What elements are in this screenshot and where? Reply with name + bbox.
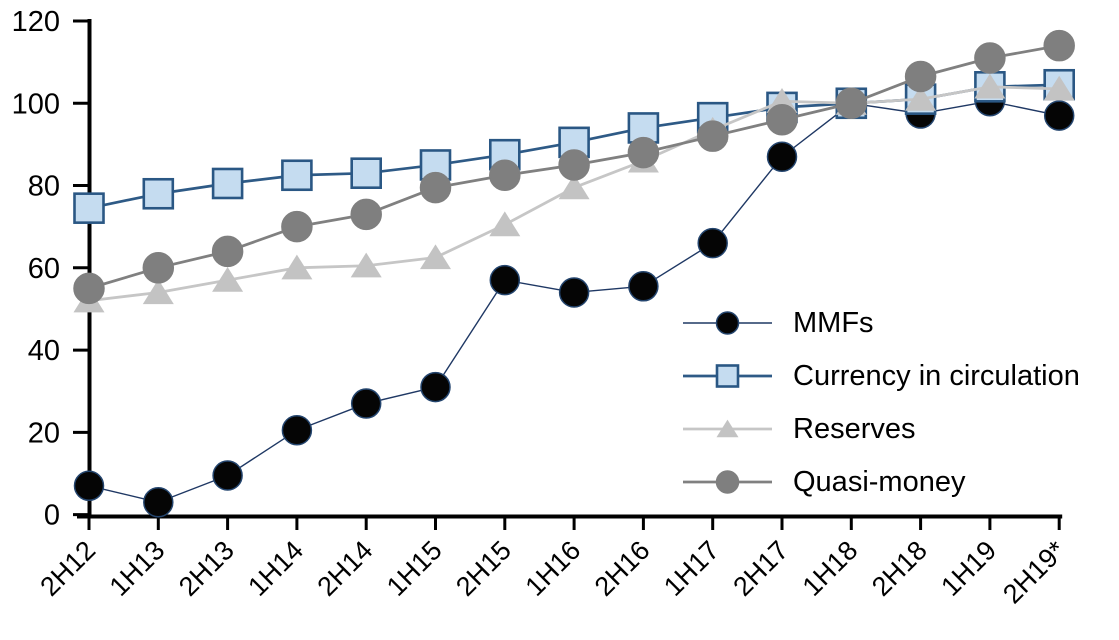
series-currency-in-circulation-marker xyxy=(281,159,313,192)
x-tick-label: 2H16 xyxy=(589,535,656,602)
y-tick-label: 80 xyxy=(28,171,60,203)
x-tick-label: 2H15 xyxy=(450,535,517,602)
reserves-legend-marker-icon xyxy=(683,419,772,438)
series-reserves-marker xyxy=(281,254,313,280)
series-mmfs-marker xyxy=(628,271,659,302)
series-quasi-money-marker xyxy=(281,210,313,243)
series-mmfs-marker xyxy=(766,141,798,172)
legend-label-currency-in-circulation: Currency in circulation xyxy=(793,359,1080,392)
legend-marker-reserves xyxy=(716,419,739,438)
y-tick-label: 60 xyxy=(28,253,60,285)
series-quasi-money-marker xyxy=(142,252,175,284)
series-quasi-money-marker xyxy=(350,198,382,231)
series-reserves-marker xyxy=(558,174,590,200)
x-tick-label: 2H14 xyxy=(312,535,379,602)
series-currency-in-circulation-marker xyxy=(73,192,105,224)
legend-item-mmfs: MMFs xyxy=(682,301,1080,345)
series-currency-in-circulation-marker xyxy=(350,157,383,189)
x-tick-label: 1H18 xyxy=(797,535,864,602)
series-quasi-money-marker xyxy=(558,149,590,181)
series-quasi-money-marker xyxy=(835,87,868,120)
x-tick-label: 1H16 xyxy=(519,535,586,602)
x-tick-label: 2H13 xyxy=(173,535,240,602)
series-reserves-marker xyxy=(489,211,521,237)
series-quasi-money-marker xyxy=(904,60,937,93)
legend-item-reserves: Reserves xyxy=(682,407,1080,451)
y-tick-label: 20 xyxy=(28,417,60,449)
series-currency-in-circulation-marker xyxy=(142,177,175,210)
x-tick-label: 2H19* xyxy=(997,535,1072,610)
series-reserves-marker xyxy=(420,244,451,270)
chart-legend: MMFs Currency in circulation Reserves Qu… xyxy=(682,301,1080,504)
series-mmfs-marker xyxy=(558,277,590,308)
x-tick-label: 1H14 xyxy=(242,535,309,602)
legend-label-mmfs: MMFs xyxy=(793,306,874,339)
series-quasi-money-marker xyxy=(627,136,660,169)
series-reserves-marker xyxy=(905,85,937,111)
series-mmfs-marker xyxy=(73,470,105,502)
series-quasi-money-marker xyxy=(211,235,244,268)
legend-item-quasi-money: Quasi-money xyxy=(682,460,1080,504)
legend-label-quasi-money: Quasi-money xyxy=(793,465,966,498)
series-quasi-money-marker xyxy=(1043,29,1075,62)
series-reserves-marker xyxy=(212,266,244,292)
series-mmfs-marker xyxy=(1043,100,1075,131)
series-mmfs-marker xyxy=(697,227,728,259)
series-quasi-money-marker xyxy=(73,272,105,305)
series-quasi-money-marker xyxy=(696,120,729,152)
x-tick-label: 2H17 xyxy=(727,535,794,602)
mmfs-legend-marker-icon xyxy=(683,311,772,335)
series-reserves-marker xyxy=(350,252,382,278)
x-tick-label: 2H12 xyxy=(34,535,101,602)
y-tick-label: 40 xyxy=(28,335,60,367)
series-mmfs-marker xyxy=(350,388,382,419)
series-mmfs-marker xyxy=(420,371,451,403)
legend-marker-mmfs xyxy=(715,311,740,335)
legend-marker-currency-in-circulation xyxy=(715,364,740,388)
series-mmfs-marker xyxy=(212,460,243,491)
series-mmfs-marker xyxy=(489,264,521,296)
series-mmfs-marker xyxy=(143,487,174,518)
series-quasi-money xyxy=(73,29,1075,305)
currency-legend-marker-icon xyxy=(683,364,772,388)
legend-label-reserves: Reserves xyxy=(793,412,916,445)
series-reserves-marker xyxy=(142,279,174,305)
x-tick-label: 1H15 xyxy=(381,535,448,602)
series-quasi-money-marker xyxy=(974,42,1006,74)
series-quasi-money-marker xyxy=(766,103,798,136)
x-tick-label: 2H18 xyxy=(866,535,933,602)
y-tick-label: 0 xyxy=(44,500,60,532)
quasi-money-legend-marker-icon xyxy=(683,470,772,494)
series-quasi-money-marker xyxy=(489,159,521,192)
y-tick-label: 120 xyxy=(12,6,60,38)
series-currency-in-circulation-marker xyxy=(211,167,244,200)
y-tick-label: 100 xyxy=(12,88,60,120)
x-tick-label: 1H13 xyxy=(104,535,171,602)
legend-marker-quasi-money xyxy=(715,470,740,494)
x-tick-label: 1H17 xyxy=(658,535,725,602)
series-mmfs-marker xyxy=(281,415,313,446)
series-quasi-money-marker xyxy=(419,171,452,204)
series-reserves-marker xyxy=(1043,75,1075,101)
series-reserves-marker xyxy=(974,73,1006,99)
x-tick-label: 1H19 xyxy=(935,535,1002,602)
legend-item-currency-in-circulation: Currency in circulation xyxy=(682,354,1080,398)
